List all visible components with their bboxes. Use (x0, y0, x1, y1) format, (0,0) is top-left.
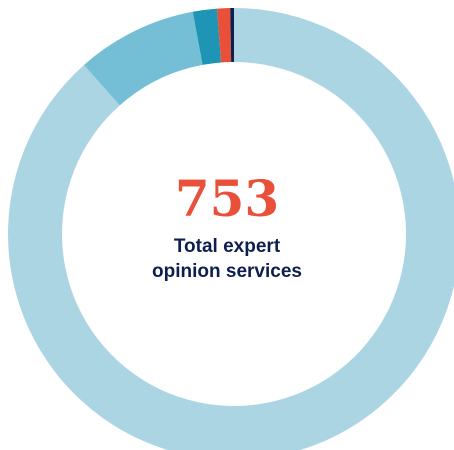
total-value: 753 (174, 169, 280, 228)
caption-line-2: opinion services (152, 261, 302, 282)
donut-slice-4 (217, 8, 232, 63)
donut-slice-5 (230, 8, 234, 63)
total-caption: Total expert opinion services (97, 234, 357, 284)
donut-slices (8, 8, 454, 450)
donut-slice-2 (83, 11, 203, 106)
caption-line-1: Total expert (173, 236, 281, 257)
donut-slice-3 (192, 8, 222, 65)
